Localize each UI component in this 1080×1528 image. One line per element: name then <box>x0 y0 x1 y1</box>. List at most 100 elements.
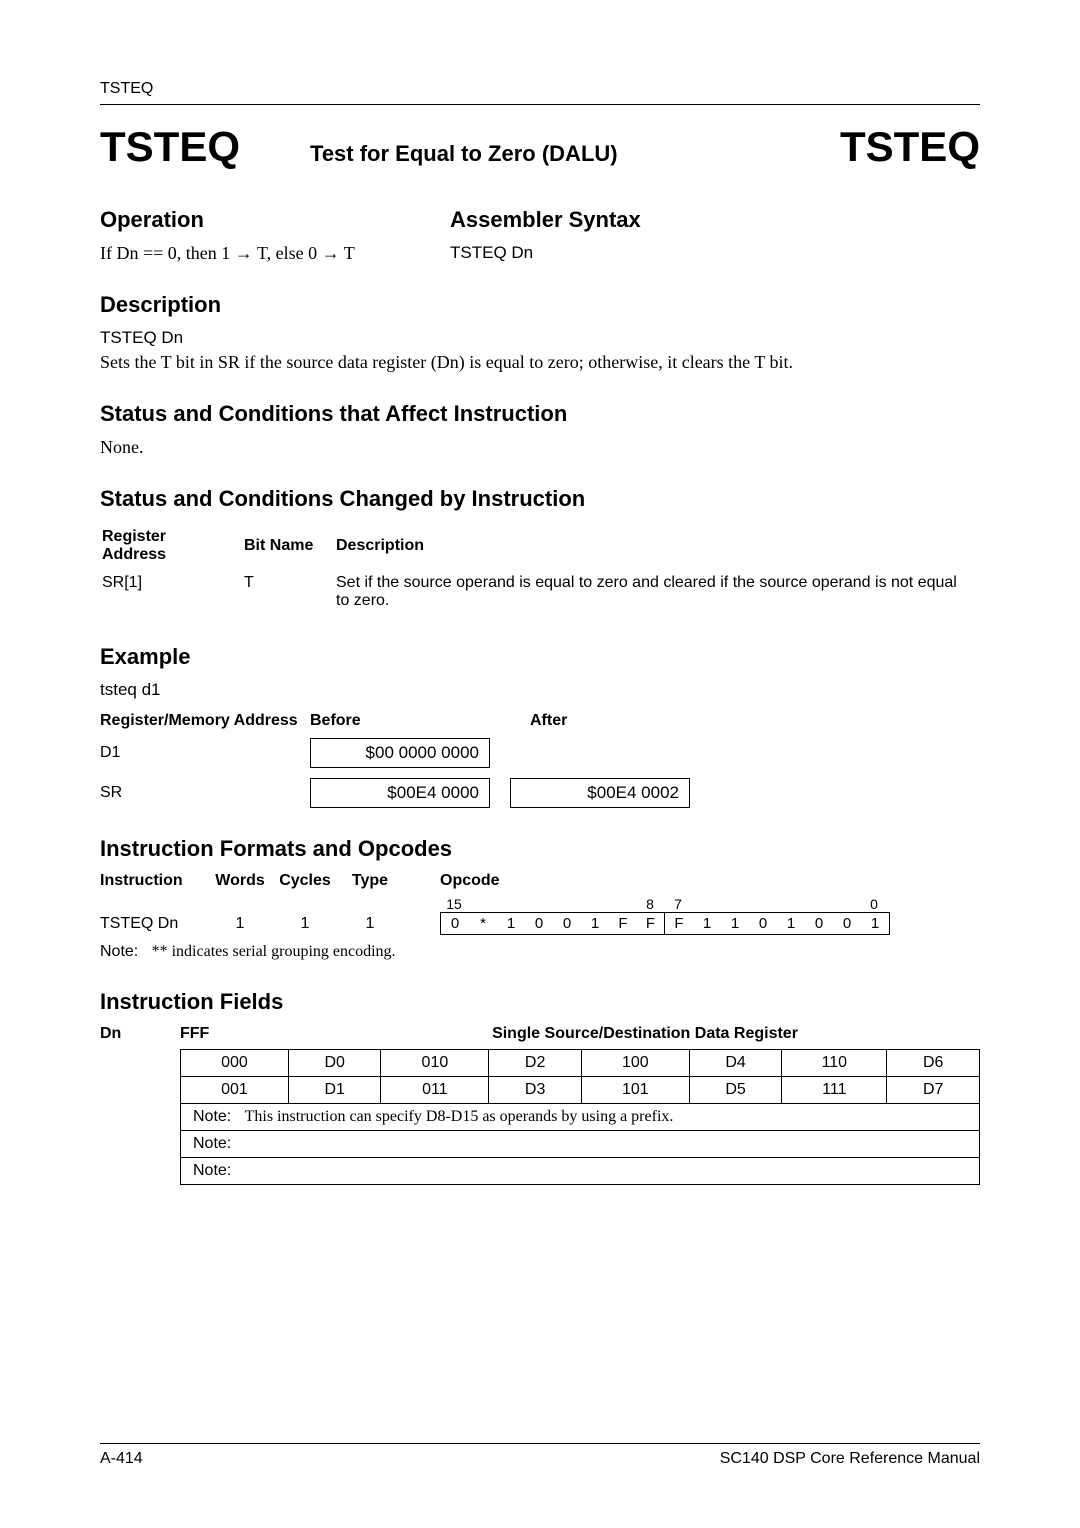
note-label: Note: <box>193 1108 231 1125</box>
col-cycles: Cycles <box>270 872 340 890</box>
bit-15: 15 <box>440 896 468 912</box>
status-changed-table: Register Address Bit Name Description SR… <box>100 522 980 616</box>
formats-block: Instruction Formats and Opcodes Instruct… <box>100 836 980 961</box>
enc-cell: D5 <box>689 1077 782 1104</box>
page-header-small: TSTEQ <box>100 80 980 98</box>
enc-cell: 100 <box>581 1050 689 1077</box>
op-syntax-row: Operation If Dn == 0, then 1 → T, else 0… <box>100 207 980 264</box>
example-row-sr: SR $00E4 0000 $00E4 0002 <box>100 778 980 808</box>
operation-text: If Dn == 0, then 1 → T, else 0 → T <box>100 243 450 264</box>
example-code: tsteq d1 <box>100 680 980 700</box>
enc-cell: D4 <box>689 1050 782 1077</box>
opcode-bit: 1 <box>861 913 889 934</box>
description-sub: TSTEQ Dn <box>100 328 980 348</box>
note-text: ** indicates serial grouping encoding. <box>152 943 396 960</box>
enc-cell: 111 <box>782 1077 887 1104</box>
enc-cell: D6 <box>887 1050 980 1077</box>
fields-desc: Single Source/Destination Data Register <box>310 1025 980 1043</box>
encoding-table: 000 D0 010 D2 100 D4 110 D6 001 D1 011 D… <box>180 1049 980 1185</box>
example-col-after: After <box>530 712 730 730</box>
opcode-bit: 0 <box>833 913 861 934</box>
example-before: $00 0000 0000 <box>310 738 490 768</box>
opcode-bit: 0 <box>805 913 833 934</box>
note-row: Note: <box>181 1158 980 1185</box>
col-opcode: Opcode <box>440 872 980 890</box>
opcode-bit: F <box>665 913 693 934</box>
fields-header: Dn FFF Single Source/Destination Data Re… <box>100 1025 980 1043</box>
syntax-text: TSTEQ Dn <box>450 243 980 263</box>
col-bit-name: Bit Name <box>244 524 334 568</box>
note-label: Note: <box>100 943 138 960</box>
status-affect-block: Status and Conditions that Affect Instru… <box>100 401 980 458</box>
title-right: TSTEQ <box>840 123 980 171</box>
note-label: Note: <box>193 1135 231 1152</box>
note-row: Note: This instruction can specify D8-D1… <box>181 1104 980 1131</box>
status-changed-heading: Status and Conditions Changed by Instruc… <box>100 486 980 512</box>
enc-cell: D0 <box>288 1050 381 1077</box>
opcode-bit: 1 <box>581 913 609 934</box>
footer-title: SC140 DSP Core Reference Manual <box>720 1450 980 1468</box>
description-heading: Description <box>100 292 980 318</box>
enc-cell: 101 <box>581 1077 689 1104</box>
status-affect-heading: Status and Conditions that Affect Instru… <box>100 401 980 427</box>
note-row: Note: <box>181 1131 980 1158</box>
example-heading: Example <box>100 644 980 670</box>
bit-0: 0 <box>860 896 888 912</box>
enc-cell: D1 <box>288 1077 381 1104</box>
fields-block: Instruction Fields Dn FFF Single Source/… <box>100 989 980 1185</box>
table-row: SR[1] T Set if the source operand is equ… <box>102 570 978 614</box>
cell-words: 1 <box>210 915 270 933</box>
operation-heading: Operation <box>100 207 450 233</box>
status-affect-text: None. <box>100 437 980 458</box>
enc-cell: 011 <box>381 1077 489 1104</box>
col-words: Words <box>210 872 270 890</box>
description-block: Description TSTEQ Dn Sets the T bit in S… <box>100 292 980 373</box>
example-block: Example tsteq d1 Register/Memory Address… <box>100 644 980 808</box>
opcode-bit: F <box>609 913 637 934</box>
formats-note: Note: ** indicates serial grouping encod… <box>100 943 980 961</box>
formats-header: Instruction Words Cycles Type Opcode <box>100 872 980 890</box>
note-label: Note: <box>193 1162 231 1179</box>
bit-labels-row: 15 8 7 0 <box>100 896 980 912</box>
opcode-bit: 0 <box>525 913 553 934</box>
footer-page: A-414 <box>100 1450 143 1468</box>
fields-fff: FFF <box>180 1025 310 1043</box>
formats-data-row: TSTEQ Dn 1 1 1 0 * 1 0 0 1 F F F 1 1 0 1… <box>100 912 980 935</box>
opcode-bit: 1 <box>721 913 749 934</box>
formats-heading: Instruction Formats and Opcodes <box>100 836 980 862</box>
header-rule <box>100 104 980 105</box>
note-text: This instruction can specify D8-D15 as o… <box>245 1108 674 1125</box>
page-footer: A-414 SC140 DSP Core Reference Manual <box>100 1443 980 1468</box>
col-register-address: Register Address <box>102 524 242 568</box>
title-sub: Test for Equal to Zero (DALU) <box>310 141 618 167</box>
opcode-bit: 1 <box>693 913 721 934</box>
fields-dn: Dn <box>100 1025 180 1043</box>
enc-cell: D7 <box>887 1077 980 1104</box>
col-instruction: Instruction <box>100 872 210 890</box>
opcode-bit: F <box>637 913 665 934</box>
opcode-bit: 0 <box>441 913 469 934</box>
title-row: TSTEQ Test for Equal to Zero (DALU) TSTE… <box>100 123 980 171</box>
status-changed-block: Status and Conditions Changed by Instruc… <box>100 486 980 616</box>
enc-cell: D2 <box>489 1050 582 1077</box>
enc-cell: 010 <box>381 1050 489 1077</box>
example-label: SR <box>100 784 310 802</box>
opcode-bit: 0 <box>749 913 777 934</box>
example-before: $00E4 0000 <box>310 778 490 808</box>
col-description: Description <box>336 524 978 568</box>
bit-7: 7 <box>664 896 692 912</box>
description-text: Sets the T bit in SR if the source data … <box>100 352 980 373</box>
opcode-bit: 1 <box>777 913 805 934</box>
fields-heading: Instruction Fields <box>100 989 980 1015</box>
example-col-before: Before <box>310 712 510 730</box>
example-col-addr: Register/Memory Address <box>100 712 310 730</box>
cell-bn: T <box>244 570 334 614</box>
col-type: Type <box>340 872 400 890</box>
enc-cell: D3 <box>489 1077 582 1104</box>
enc-cell: 000 <box>181 1050 289 1077</box>
cell-cycles: 1 <box>270 915 340 933</box>
cell-type: 1 <box>340 915 400 933</box>
cell-ra: SR[1] <box>102 570 242 614</box>
example-header-row: Register/Memory Address Before After <box>100 712 980 730</box>
opcode-bit: * <box>469 913 497 934</box>
